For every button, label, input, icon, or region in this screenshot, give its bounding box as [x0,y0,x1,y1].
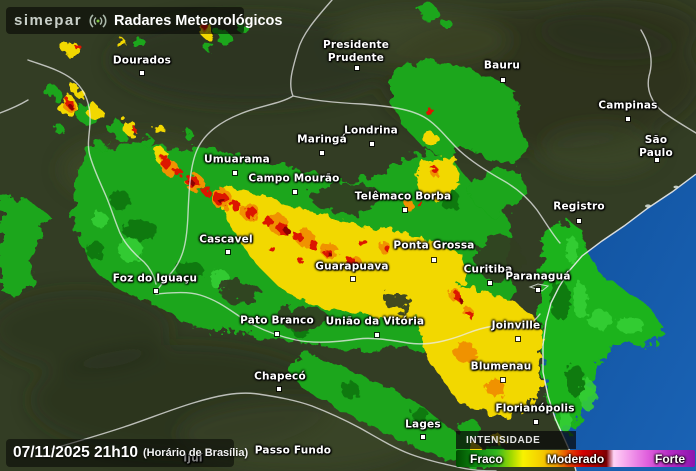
city-dot [351,277,355,281]
city-dot [501,78,505,82]
legend-title: INTENSIDADE [456,431,576,449]
simepar-logo: simepar [14,12,83,29]
page-title: Radares Meteorológicos [114,12,283,29]
app-header: simepar Radares Meteorológicos [6,7,282,34]
coastline [542,173,696,471]
city-dot [516,337,520,341]
city-dot [488,281,492,285]
intensity-legend: INTENSIDADE Fraco Moderado Forte [456,430,695,467]
radar-red-layer [66,24,473,317]
city-dot [320,151,324,155]
city-dot [403,208,407,212]
city-dot [293,190,297,194]
city-dot [655,158,659,162]
timestamp-bar: 07/11/2025 21h10 (Horário de Brasília) [6,439,248,467]
city-dot [421,435,425,439]
city-dot [275,332,279,336]
radar-dark-red-layer [68,104,463,303]
city-dot [626,117,630,121]
city-dot [577,219,581,223]
city-dot [375,333,379,337]
radar-gaps [220,183,523,330]
city-dot [536,288,540,292]
timestamp: 07/11/2025 21h10 [13,444,138,461]
city-dot [226,250,230,254]
city-dot [233,171,237,175]
legend-label-strong: Forte [655,451,685,466]
legend-label-moderate: Moderado [546,451,605,466]
city-dot [370,142,374,146]
city-dot [501,378,505,382]
city-dot [432,258,436,262]
intensity-gradient-bar: Fraco Moderado Forte [456,450,695,467]
city-dot [277,387,281,391]
city-dot [355,66,359,70]
city-dot [154,289,158,293]
legend-label-weak: Fraco [470,451,503,466]
timezone-note: (Horário de Brasília) [142,447,249,459]
city-dot [140,71,144,75]
radar-waves-icon [88,13,108,29]
city-dot [534,420,538,424]
